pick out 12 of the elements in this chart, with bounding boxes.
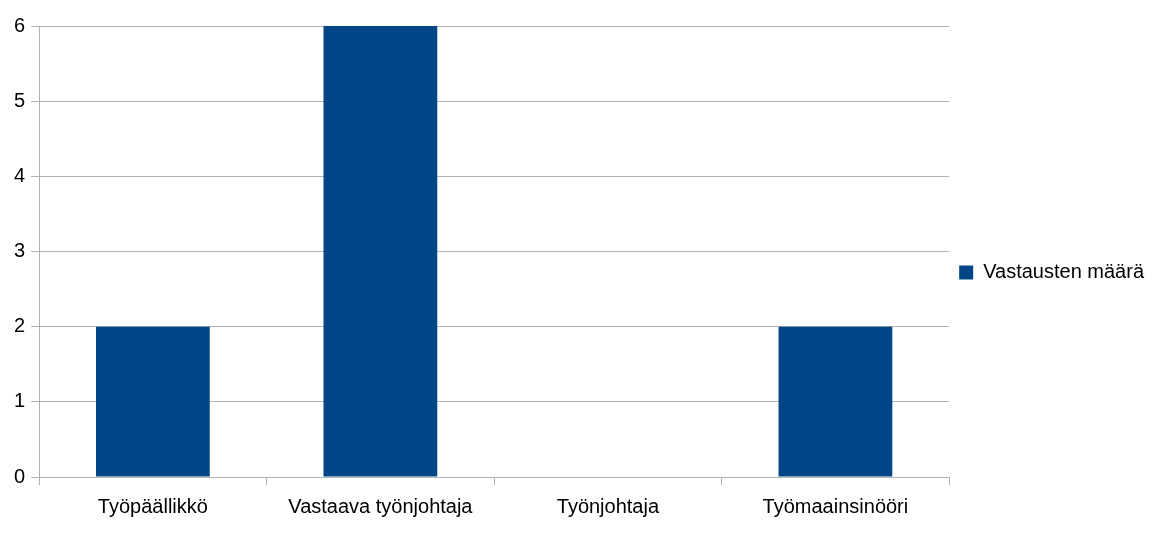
y-tick-label: 0 xyxy=(14,464,26,487)
y-tick-label: 1 xyxy=(14,389,26,412)
x-tick-label: Työnjohtaja xyxy=(556,494,660,517)
y-tick-label: 2 xyxy=(14,314,26,337)
y-tick-label: 6 xyxy=(14,13,26,36)
y-tick-label: 3 xyxy=(14,239,26,262)
x-tick-label: Työpäällikkö xyxy=(97,494,208,517)
x-tick-label: Työmaainsinööri xyxy=(762,494,909,517)
y-tick-label: 4 xyxy=(14,163,26,186)
y-tick-label: 5 xyxy=(14,88,26,111)
x-tick-label: Vastaava työnjohtaja xyxy=(288,494,474,517)
legend-label: Vastausten määrä xyxy=(983,260,1145,283)
